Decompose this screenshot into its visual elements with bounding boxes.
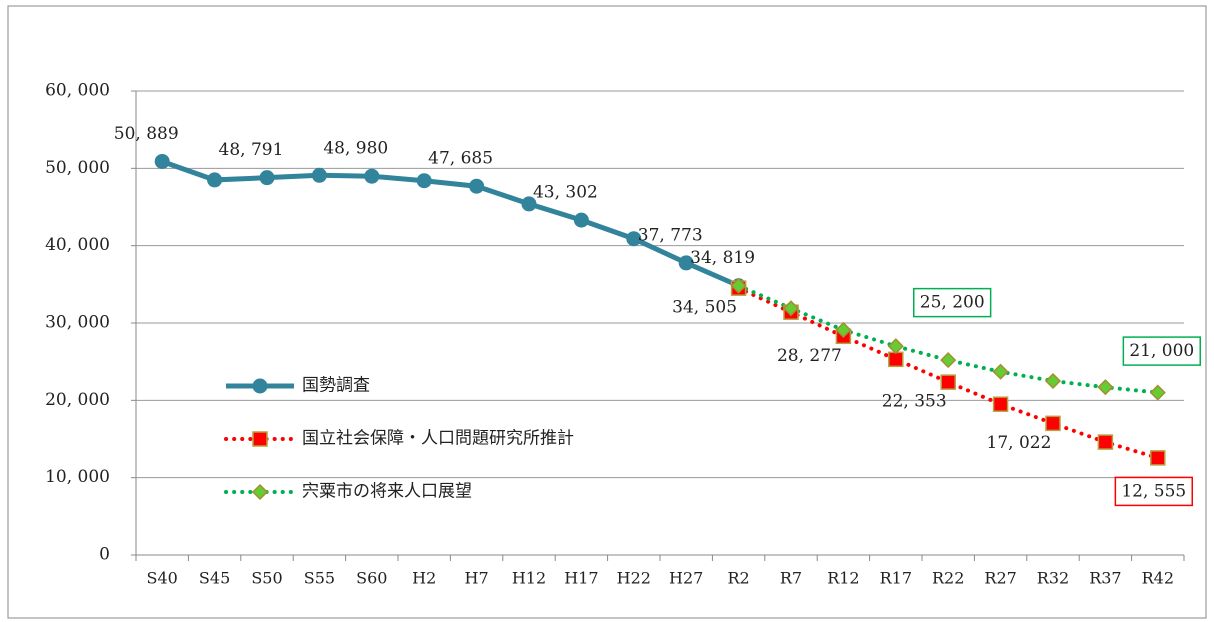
point <box>1044 372 1062 390</box>
point <box>782 300 800 317</box>
point <box>311 167 327 183</box>
point <box>154 153 170 169</box>
label-box <box>1114 476 1193 507</box>
data-label: 48, 791 <box>219 140 284 160</box>
point <box>678 255 694 271</box>
x-tick-label: S60 <box>356 569 387 588</box>
point <box>573 212 589 228</box>
data-label: 17, 022 <box>987 433 1052 453</box>
y-tick-label: 0 <box>99 545 110 565</box>
point <box>626 231 642 247</box>
point <box>1150 450 1166 466</box>
x-tick-label: H12 <box>512 569 546 588</box>
x-tick-label: R37 <box>1089 569 1121 588</box>
legend-label: 宍粟市の将来人口展望 <box>302 482 472 502</box>
data-label: 22, 353 <box>882 392 947 412</box>
point <box>940 352 957 369</box>
data-label: 12, 555 <box>1121 481 1186 501</box>
point <box>416 173 432 189</box>
data-label: 37, 773 <box>638 225 703 245</box>
data-label: 21, 000 <box>1129 341 1194 361</box>
point <box>521 196 537 212</box>
data-label: 48, 980 <box>323 139 388 159</box>
legend-marker <box>252 431 268 447</box>
x-tick-label: H27 <box>669 569 703 588</box>
x-tick-label: S55 <box>304 569 335 588</box>
chart-frame <box>7 5 1207 619</box>
point <box>940 374 956 390</box>
y-tick-label: 60, 000 <box>45 81 110 101</box>
y-tick-label: 50, 000 <box>45 158 110 178</box>
y-tick-label: 40, 000 <box>45 235 110 255</box>
series-line <box>736 283 1160 395</box>
data-label: 47, 685 <box>428 149 493 169</box>
point <box>992 396 1009 412</box>
data-label: 50, 889 <box>114 124 179 144</box>
x-tick-label: R22 <box>932 569 964 588</box>
series-line <box>161 159 740 289</box>
point <box>730 277 747 294</box>
data-label: 43, 302 <box>533 183 598 203</box>
point <box>835 321 852 339</box>
x-tick-label: H2 <box>412 569 436 588</box>
x-tick-label: R32 <box>1037 569 1069 588</box>
x-tick-label: H7 <box>465 569 489 588</box>
point <box>888 351 904 368</box>
x-tick-label: R2 <box>727 569 749 588</box>
data-label: 25, 200 <box>920 293 985 313</box>
data-label: 34, 819 <box>690 248 755 268</box>
point <box>887 338 904 355</box>
point <box>992 363 1009 380</box>
data-label: 34, 505 <box>672 298 737 318</box>
y-tick-label: 30, 000 <box>45 313 110 333</box>
x-tick-label: R42 <box>1142 569 1174 588</box>
x-tick-label: R27 <box>984 569 1016 588</box>
point <box>259 170 275 186</box>
point <box>1097 379 1114 396</box>
legend-marker <box>251 483 269 501</box>
x-tick-label: H22 <box>617 569 651 588</box>
point <box>1097 434 1114 450</box>
series-line <box>736 286 1160 460</box>
legend-label: 国勢調査 <box>302 376 370 396</box>
x-tick-label: R12 <box>827 569 859 588</box>
point <box>1149 384 1166 401</box>
x-tick-label: S40 <box>147 569 178 588</box>
point <box>1045 415 1061 432</box>
x-tick-label: R17 <box>880 569 912 588</box>
point <box>469 178 485 194</box>
legend-marker <box>252 378 268 394</box>
point <box>207 172 223 188</box>
label-box <box>1122 336 1201 366</box>
x-tick-label: S45 <box>199 569 230 588</box>
legend-label: 国立社会保障・人口問題研究所推計 <box>302 429 574 449</box>
data-label: 28, 277 <box>777 346 842 366</box>
point <box>364 168 380 184</box>
x-tick-label: R7 <box>780 569 802 588</box>
y-tick-label: 10, 000 <box>45 467 110 487</box>
x-tick-label: S50 <box>251 569 282 588</box>
x-tick-label: H17 <box>564 569 598 588</box>
y-tick-label: 20, 000 <box>45 390 110 410</box>
label-box <box>913 287 992 318</box>
